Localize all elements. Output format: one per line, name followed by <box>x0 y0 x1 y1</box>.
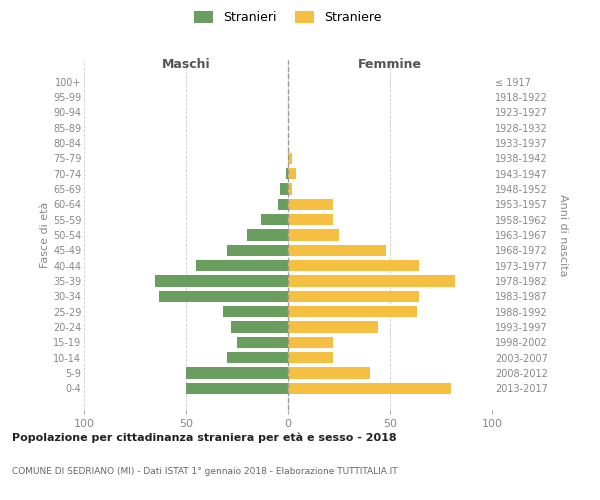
Bar <box>288 214 333 226</box>
Bar <box>288 306 416 318</box>
Bar <box>237 336 288 348</box>
Bar <box>280 183 288 194</box>
Bar <box>186 382 288 394</box>
Text: Maschi: Maschi <box>161 58 211 71</box>
Y-axis label: Fasce di età: Fasce di età <box>40 202 50 268</box>
Bar <box>278 198 288 210</box>
Bar <box>288 352 333 364</box>
Bar <box>288 198 333 210</box>
Bar <box>288 382 451 394</box>
Bar <box>288 152 292 164</box>
Bar <box>223 306 288 318</box>
Bar <box>288 322 378 333</box>
Bar <box>288 168 296 179</box>
Text: Popolazione per cittadinanza straniera per età e sesso - 2018: Popolazione per cittadinanza straniera p… <box>12 432 397 443</box>
Bar <box>288 244 386 256</box>
Bar <box>288 183 292 194</box>
Bar <box>288 276 455 287</box>
Bar <box>288 368 370 379</box>
Text: COMUNE DI SEDRIANO (MI) - Dati ISTAT 1° gennaio 2018 - Elaborazione TUTTITALIA.I: COMUNE DI SEDRIANO (MI) - Dati ISTAT 1° … <box>12 468 398 476</box>
Bar <box>288 336 333 348</box>
Bar <box>286 168 288 179</box>
Bar <box>247 229 288 241</box>
Bar <box>186 368 288 379</box>
Legend: Stranieri, Straniere: Stranieri, Straniere <box>190 6 386 29</box>
Y-axis label: Anni di nascita: Anni di nascita <box>559 194 568 276</box>
Text: Femmine: Femmine <box>358 58 422 71</box>
Bar <box>227 352 288 364</box>
Bar <box>262 214 288 226</box>
Bar <box>231 322 288 333</box>
Bar <box>288 229 339 241</box>
Bar <box>227 244 288 256</box>
Bar <box>288 290 419 302</box>
Bar <box>160 290 288 302</box>
Bar <box>196 260 288 272</box>
Bar <box>155 276 288 287</box>
Bar <box>288 260 419 272</box>
